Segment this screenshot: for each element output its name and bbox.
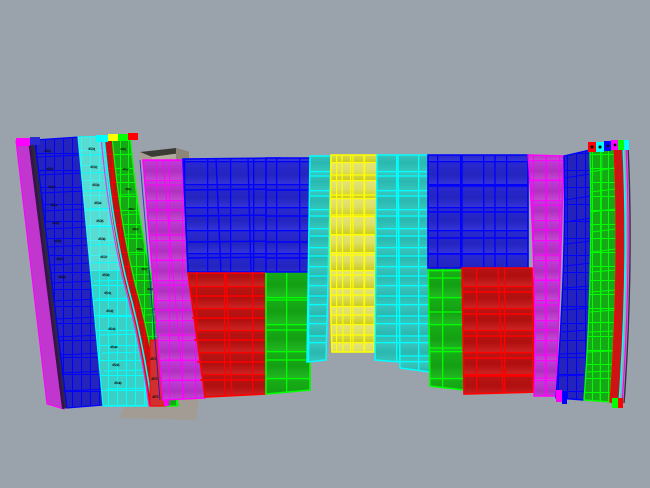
- svg-text:4543: 4543: [108, 327, 116, 331]
- panel-column-cyan-right-mesh: [376, 175, 400, 337]
- svg-text:4557: 4557: [141, 267, 148, 271]
- svg-text:4541: 4541: [104, 291, 112, 295]
- svg-text:4573: 4573: [152, 395, 159, 399]
- svg-text:4536: 4536: [98, 237, 106, 241]
- svg-text:4571: 4571: [150, 357, 157, 361]
- svg-text:4537: 4537: [100, 255, 108, 259]
- svg-text:4521: 4521: [44, 149, 52, 153]
- svg-text:4534: 4534: [94, 201, 102, 205]
- svg-text:4556: 4556: [136, 247, 143, 251]
- svg-text:4554: 4554: [128, 207, 135, 211]
- svg-text:4532: 4532: [90, 165, 98, 169]
- panel-block-blue-top-center[interactable]: [265, 157, 313, 273]
- panel-block-red-lower-right-mesh: [463, 267, 539, 394]
- left-strip-blue-meshlines: [36, 154, 108, 392]
- panel-column-cyan-left[interactable]: [306, 155, 332, 363]
- element-label-group-red: 4571 4572 4573: [150, 357, 159, 399]
- svg-text:4538: 4538: [102, 273, 110, 277]
- panel-block-red-lower-left-mesh: [190, 272, 266, 397]
- left-curve-cyan-edge: [103, 136, 153, 407]
- panel-column-yellow-center[interactable]: [329, 154, 378, 353]
- panel-band-cyan-right[interactable]: [397, 154, 431, 373]
- panel-band-cyan-right-mesh: [398, 175, 430, 357]
- right-top-caps: [588, 140, 629, 152]
- panel-column-green-left-mesh: [266, 299, 310, 361]
- main-panel-group[interactable]: [16, 133, 631, 408]
- svg-text:4545: 4545: [112, 363, 120, 367]
- element-label-group-cyan: 4531 4532 4533 4534 4535 4536 4537 4538 …: [88, 147, 122, 385]
- svg-text:4527: 4527: [56, 257, 64, 261]
- panel-column-cyan-left-mesh: [308, 175, 331, 337]
- svg-text:4572: 4572: [151, 377, 158, 381]
- svg-text:4533: 4533: [92, 183, 100, 187]
- panel-edge-cyan-right: [618, 143, 626, 405]
- panel-column-magenta-right-mesh: [529, 155, 564, 397]
- fringe-highlights: [139, 159, 164, 401]
- svg-text:4523: 4523: [48, 185, 56, 189]
- svg-text:4531: 4531: [88, 147, 96, 151]
- svg-text:4544: 4544: [110, 345, 118, 349]
- panel-flange-blue-right-mesh: [557, 173, 592, 377]
- left-curve-magenta-edge: [100, 136, 150, 407]
- svg-text:4555: 4555: [132, 227, 139, 231]
- panel-block-blue-top-center-mesh: [266, 189, 312, 259]
- panel-column-yellow-center-mesh: [330, 154, 377, 353]
- svg-text:4551: 4551: [120, 147, 127, 151]
- panel-column-green-right-mesh: [428, 277, 463, 349]
- svg-text:4552: 4552: [122, 167, 129, 171]
- svg-text:4535: 4535: [96, 219, 104, 223]
- panel-column-magenta-left-mesh: [145, 159, 204, 399]
- panel-column-green-left[interactable]: [265, 271, 311, 395]
- panel-edge-magenta-right: [621, 143, 629, 405]
- left-top-caps: [16, 133, 138, 146]
- svg-text:4525: 4525: [52, 221, 60, 225]
- right-bottom-caps: [556, 390, 623, 408]
- element-label-group-blue: 4521 4522 4523 4524 4525 4526 4527 4528: [44, 149, 66, 279]
- svg-text:4553: 4553: [125, 187, 132, 191]
- svg-text:4528: 4528: [58, 275, 66, 279]
- svg-text:4522: 4522: [46, 167, 54, 171]
- svg-text:4524: 4524: [50, 203, 58, 207]
- panel-block-blue-top-right-mesh: [428, 155, 528, 268]
- panel-edge-dark-right: [623, 144, 631, 404]
- left-strip-gap-dark: [28, 140, 68, 409]
- svg-text:4526: 4526: [54, 239, 62, 243]
- panel-column-cyan-right[interactable]: [374, 154, 401, 363]
- panel-flange-green-right-mesh: [586, 147, 617, 402]
- svg-text:4542: 4542: [106, 309, 114, 313]
- panel-block-blue-top-left-mesh: [183, 157, 281, 273]
- svg-text:4546: 4546: [114, 381, 122, 385]
